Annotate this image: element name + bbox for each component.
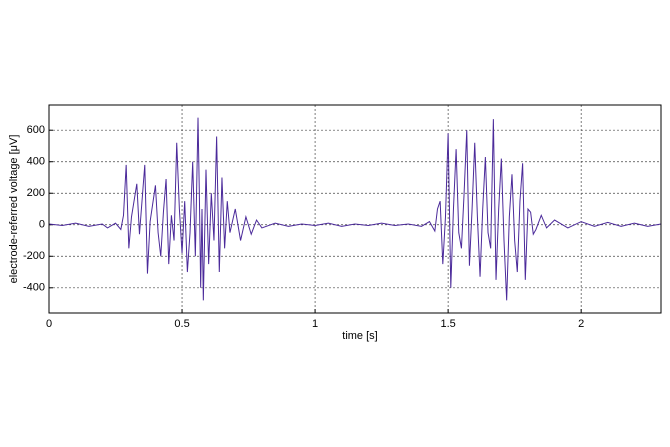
y-tick-label: 400 xyxy=(27,156,45,168)
plot-frame xyxy=(48,104,662,314)
x-tick-label: 1.5 xyxy=(440,318,455,330)
plot-area xyxy=(49,105,661,313)
x-tick-label: 2 xyxy=(578,318,584,330)
signal-line xyxy=(48,117,662,301)
y-tick-label: 0 xyxy=(39,219,45,231)
x-tick-label: 0.5 xyxy=(174,318,189,330)
y-tick-label: -400 xyxy=(23,282,45,294)
y-axis-label: electrode-referred voltage [μV] xyxy=(8,135,20,284)
x-tick-label: 1 xyxy=(312,318,318,330)
y-tick-label: 600 xyxy=(27,124,45,136)
x-axis-label: time [s] xyxy=(342,330,377,342)
y-tick-label: -200 xyxy=(23,250,45,262)
x-tick-label: 0 xyxy=(46,318,52,330)
y-tick-label: 200 xyxy=(27,187,45,199)
